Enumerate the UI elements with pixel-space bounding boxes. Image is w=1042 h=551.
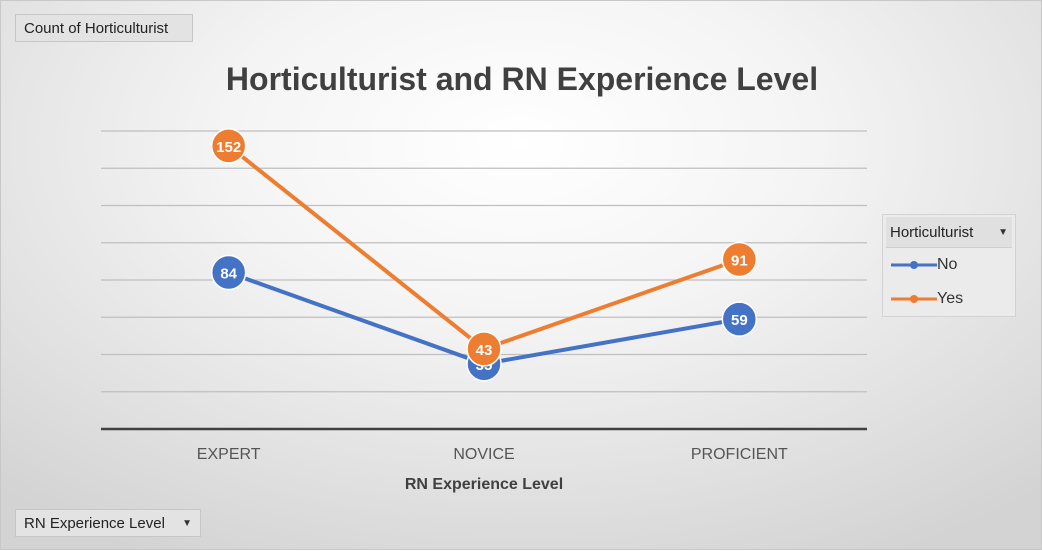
dropdown-arrow-icon: ▼ [182,517,192,529]
value-field-label: Count of Horticulturist [24,19,169,37]
data-label-yes: 152 [216,139,241,156]
axis-field-label: RN Experience Level [24,514,165,532]
data-label-yes: 43 [476,342,493,359]
data-point-no [721,301,758,337]
data-label-no: 59 [731,312,748,329]
x-tick-label: PROFICIENT [691,446,788,463]
legend-field-button[interactable]: Horticulturist ▼ [886,217,1012,248]
chart-title: Horticulturist and RN Experience Level [225,61,819,97]
dropdown-arrow-icon: ▼ [998,226,1008,238]
legend-label-yes: Yes [937,290,964,307]
data-point-yes [721,241,758,278]
data-point-yes [466,331,502,367]
data-point-no [210,254,247,291]
data-label-no: 84 [220,266,237,283]
x-axis-title: RN Experience Level [405,476,563,493]
legend-item-no: No [883,248,1015,282]
x-tick-label: EXPERT [197,446,261,463]
legend-field-label: Horticulturist [890,223,974,241]
x-tick-label: NOVICE [453,446,514,463]
legend-label-no: No [937,256,958,273]
legend-item-yes: Yes [883,282,1015,316]
data-label-yes: 91 [731,253,748,270]
data-point-yes [210,128,247,164]
legend: Horticulturist ▼ No Yes [882,214,1016,317]
legend-swatch-yes [891,295,937,303]
value-field-button[interactable]: Count of Horticulturist [15,14,193,42]
series-line-yes [227,144,740,351]
legend-swatch-no [891,261,937,269]
axis-field-button[interactable]: RN Experience Level ▼ [15,509,201,537]
